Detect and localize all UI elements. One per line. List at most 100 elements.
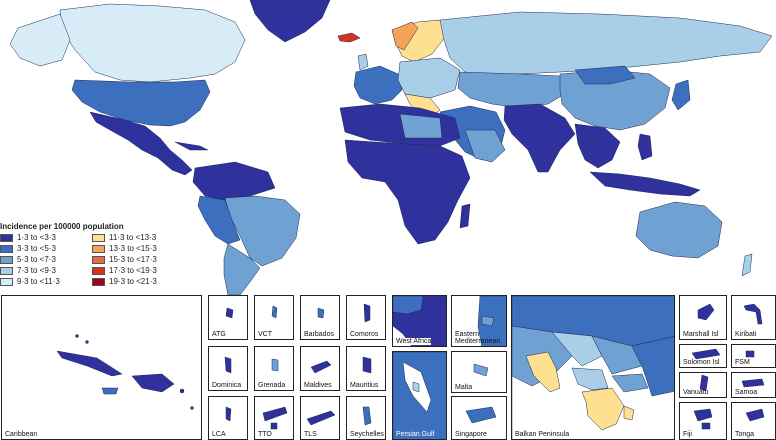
legend-label: 9·3 to <11·3 bbox=[17, 277, 60, 286]
legend-label: 1·3 to <3·3 bbox=[17, 233, 56, 242]
inset-samoa: Samoa bbox=[731, 372, 776, 398]
inset-label-balkan-peninsula: Balkan Peninsula bbox=[515, 431, 570, 438]
region-libya bbox=[399, 113, 443, 139]
legend-swatch bbox=[0, 255, 13, 264]
region-cuba bbox=[174, 141, 209, 151]
inset-label-fsm: FSM bbox=[735, 359, 750, 366]
inset-label-kiribati: Kiribati bbox=[735, 331, 757, 338]
legend-label: 17·3 to <19·3 bbox=[109, 266, 157, 275]
region-japan bbox=[671, 79, 691, 111]
legend-swatch bbox=[0, 266, 13, 275]
inset-label-fiji: Fiji bbox=[683, 431, 692, 438]
inset-caribbean: Caribbean bbox=[1, 295, 202, 440]
legend-label: 7·3 to <9·3 bbox=[17, 266, 56, 275]
region-europe-west bbox=[353, 65, 403, 105]
region-argentina-chile bbox=[223, 243, 261, 295]
region-brazil bbox=[224, 195, 301, 267]
inset-label-caribbean: Caribbean bbox=[5, 431, 38, 438]
inset-balkan-peninsula: Balkan Peninsula bbox=[511, 295, 675, 440]
inset-vanuatu: Vanuatu bbox=[679, 372, 727, 398]
inset-singapore: Singapore bbox=[451, 396, 507, 440]
legend-item: 17·3 to <19·3 bbox=[92, 266, 192, 275]
inset-vct: VCT bbox=[254, 295, 294, 340]
region-indonesia bbox=[589, 171, 701, 197]
inset-dominica: Dominica bbox=[208, 346, 248, 391]
region-alaska bbox=[9, 13, 71, 67]
inset-atg: ATG bbox=[208, 295, 248, 340]
legend-item: 13·3 to <15·3 bbox=[92, 244, 192, 253]
inset-barbados: Barbados bbox=[300, 295, 340, 340]
legend-item: 7·3 to <9·3 bbox=[0, 266, 92, 275]
region-sub-saharan-africa bbox=[344, 139, 471, 245]
legend-label: 5·3 to <7·3 bbox=[17, 255, 56, 264]
inset-lca: LCA bbox=[208, 396, 248, 440]
inset-fiji: Fiji bbox=[679, 402, 727, 440]
region-south-asia bbox=[503, 103, 576, 173]
inset-label-tto: TTO bbox=[258, 431, 272, 438]
region-mexico bbox=[89, 111, 193, 176]
inset-label-samoa: Samoa bbox=[735, 389, 758, 396]
legend-label: 11·3 to <13·3 bbox=[109, 233, 157, 242]
map-legend: Incidence per 100000 population 1·3 to <… bbox=[0, 222, 200, 286]
region-madagascar bbox=[459, 203, 471, 229]
region-north-africa bbox=[339, 103, 461, 147]
inset-eastern-mediterranean: Eastern Mediterranean bbox=[451, 295, 507, 347]
inset-label-maldives: Maldives bbox=[304, 382, 332, 389]
legend-swatch bbox=[92, 255, 105, 264]
inset-kiribati: Kiribati bbox=[731, 295, 776, 340]
inset-label-malta: Malta bbox=[455, 384, 473, 391]
region-norway bbox=[391, 21, 419, 51]
inset-label-lca: LCA bbox=[212, 431, 226, 438]
legend-item: 19·3 to <21·3 bbox=[92, 277, 192, 286]
legend-label: 15·3 to <17·3 bbox=[109, 255, 157, 264]
inset-comoros: Comoros bbox=[346, 295, 386, 340]
inset-label-atg: ATG bbox=[212, 331, 226, 338]
inset-label-mauritius: Mauritius bbox=[350, 382, 379, 389]
region-canada bbox=[59, 3, 246, 83]
inset-label-marshall-isl: Marshall Isl bbox=[683, 331, 719, 338]
legend-title: Incidence per 100000 population bbox=[0, 222, 124, 231]
legend-item: 1·3 to <3·3 bbox=[0, 233, 92, 242]
inset-maldives: Maldives bbox=[300, 346, 340, 391]
inset-label-vct: VCT bbox=[258, 331, 272, 338]
inset-grenada: Grenada bbox=[254, 346, 294, 391]
inset-label-dominica: Dominica bbox=[212, 382, 242, 389]
inset-west-africa: West Africa bbox=[392, 295, 447, 347]
inset-tto: TTO bbox=[254, 396, 294, 440]
region-eastern-europe bbox=[397, 57, 461, 99]
legend-swatch bbox=[92, 233, 105, 242]
inset-label-singapore: Singapore bbox=[455, 431, 487, 438]
legend-label: 13·3 to <15·3 bbox=[109, 244, 157, 253]
region-uk bbox=[357, 53, 369, 71]
region-philippines bbox=[637, 133, 653, 161]
inset-label-vanuatu: Vanuatu bbox=[683, 389, 709, 396]
region-greenland bbox=[249, 0, 331, 43]
inset-label-tonga: Tonga bbox=[735, 431, 755, 438]
world-map bbox=[9, 0, 773, 295]
legend-item: 3·3 to <5·3 bbox=[0, 244, 92, 253]
legend-swatch bbox=[92, 244, 105, 253]
inset-label-eastern-mediterranean: Eastern Mediterranean bbox=[455, 331, 501, 345]
inset-label-barbados: Barbados bbox=[304, 331, 334, 338]
inset-seychelles: Seychelles bbox=[346, 396, 386, 440]
inset-label-west-africa: West Africa bbox=[396, 338, 432, 345]
inset-label-comoros: Comoros bbox=[350, 331, 379, 338]
legend-swatch bbox=[0, 233, 13, 242]
legend-label: 19·3 to <21·3 bbox=[109, 277, 157, 286]
inset-label-seychelles: Seychelles bbox=[350, 431, 384, 438]
region-china bbox=[559, 69, 671, 131]
region-new-zealand bbox=[741, 253, 753, 277]
legend-swatch bbox=[92, 266, 105, 275]
legend-swatch bbox=[0, 244, 13, 253]
region-australia bbox=[635, 201, 723, 259]
inset-tls: TLS bbox=[300, 396, 340, 440]
region-russia bbox=[439, 11, 773, 77]
inset-label-tls: TLS bbox=[304, 431, 317, 438]
inset-mauritius: Mauritius bbox=[346, 346, 386, 391]
region-colombia-venezuela bbox=[192, 161, 276, 201]
inset-malta: Malta bbox=[451, 351, 507, 393]
inset-label-solomon-isl: Solomon Isl bbox=[683, 359, 720, 366]
region-se-asia bbox=[574, 123, 621, 169]
inset-persian-gulf: Persian Gulf bbox=[392, 351, 447, 440]
inset-tonga: Tonga bbox=[731, 402, 776, 440]
